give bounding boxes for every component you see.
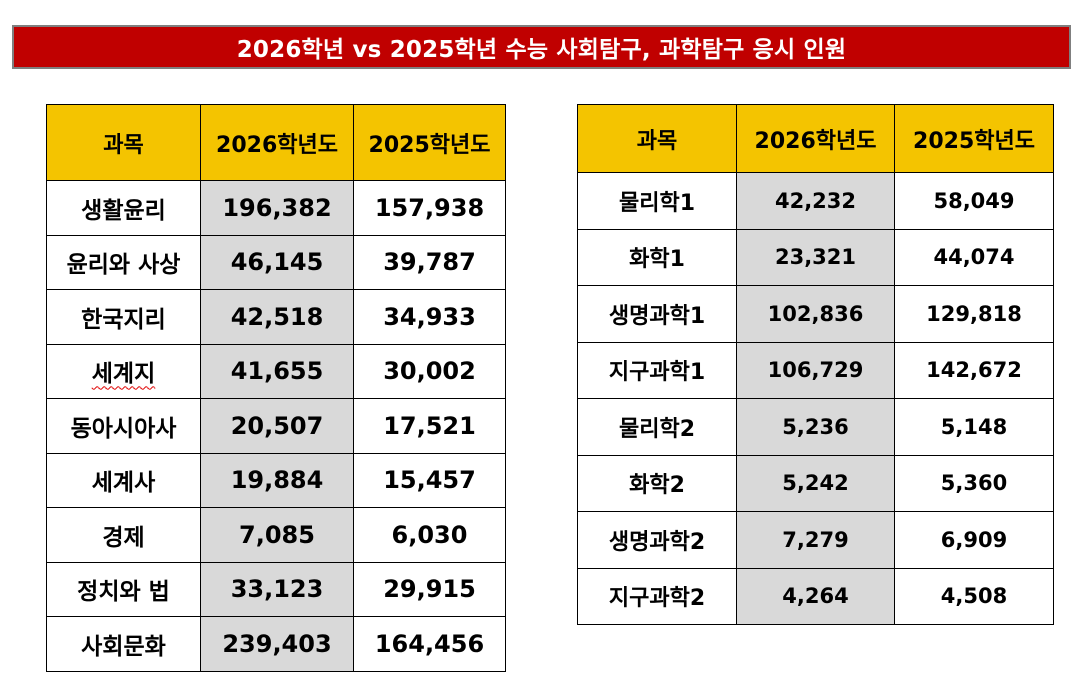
count-2025-cell: 4,508 [894, 567, 1054, 625]
header-2025: 2025학년도 [353, 104, 506, 181]
subject-cell: 정치와 법 [46, 561, 201, 617]
subject-cell: 생명과학2 [577, 511, 737, 569]
subject-cell: 생활윤리 [46, 180, 201, 236]
title-banner: 2026학년 vs 2025학년 수능 사회탐구, 과학탐구 응시 인원 [12, 25, 1071, 69]
table-row: 사회문화 239,403 164,456 [46, 616, 506, 672]
count-2026-cell: 106,729 [736, 341, 895, 399]
subject-cell: 화학1 [577, 228, 737, 286]
subject-cell: 물리학2 [577, 398, 737, 456]
subject-cell: 생명과학1 [577, 285, 737, 343]
count-2026-cell: 20,507 [200, 398, 354, 454]
table-row: 세계지 41,655 30,002 [46, 343, 506, 399]
table-row: 화학2 5,242 5,360 [577, 454, 1054, 512]
table-row: 지구과학2 4,264 4,508 [577, 567, 1054, 625]
subject-cell: 세계사 [46, 452, 201, 508]
count-2026-cell: 41,655 [200, 343, 354, 399]
count-2025-cell: 6,030 [353, 507, 506, 563]
header-2025: 2025학년도 [894, 104, 1054, 173]
table-row: 생명과학1 102,836 129,818 [577, 285, 1054, 343]
subject-cell: 물리학1 [577, 172, 737, 230]
subject-cell: 한국지리 [46, 289, 201, 345]
header-2026: 2026학년도 [736, 104, 895, 173]
count-2025-cell: 58,049 [894, 172, 1054, 230]
count-2025-cell: 142,672 [894, 341, 1054, 399]
subject-cell: 윤리와 사상 [46, 234, 201, 290]
count-2026-cell: 46,145 [200, 234, 354, 290]
count-2025-cell: 157,938 [353, 180, 506, 236]
header-subject: 과목 [46, 104, 201, 181]
count-2025-cell: 29,915 [353, 561, 506, 617]
count-2026-cell: 33,123 [200, 561, 354, 617]
subject-cell: 지구과학2 [577, 567, 737, 625]
count-2025-cell: 39,787 [353, 234, 506, 290]
count-2025-cell: 164,456 [353, 616, 506, 672]
table-row: 정치와 법 33,123 29,915 [46, 561, 506, 617]
count-2026-cell: 19,884 [200, 452, 354, 508]
header-2026: 2026학년도 [200, 104, 354, 181]
count-2025-cell: 5,148 [894, 398, 1054, 456]
count-2025-cell: 44,074 [894, 228, 1054, 286]
count-2025-cell: 30,002 [353, 343, 506, 399]
science-table: 과목 2026학년도 2025학년도 물리학1 42,232 58,049 화학… [577, 104, 1054, 625]
count-2026-cell: 23,321 [736, 228, 895, 286]
subject-cell: 세계지 [46, 343, 201, 399]
table-row: 윤리와 사상 46,145 39,787 [46, 234, 506, 290]
header-subject: 과목 [577, 104, 737, 173]
count-2026-cell: 5,242 [736, 454, 895, 512]
subject-cell: 사회문화 [46, 616, 201, 672]
page-title: 2026학년 vs 2025학년 수능 사회탐구, 과학탐구 응시 인원 [236, 37, 847, 63]
table-row: 물리학1 42,232 58,049 [577, 172, 1054, 230]
subject-cell: 동아시아사 [46, 398, 201, 454]
subject-cell: 화학2 [577, 454, 737, 512]
count-2026-cell: 102,836 [736, 285, 895, 343]
count-2025-cell: 129,818 [894, 285, 1054, 343]
table-header-row: 과목 2026학년도 2025학년도 [577, 104, 1054, 173]
subject-cell: 경제 [46, 507, 201, 563]
table-row: 생명과학2 7,279 6,909 [577, 511, 1054, 569]
count-2025-cell: 15,457 [353, 452, 506, 508]
count-2026-cell: 42,232 [736, 172, 895, 230]
subject-cell: 지구과학1 [577, 341, 737, 399]
count-2026-cell: 5,236 [736, 398, 895, 456]
table-row: 물리학2 5,236 5,148 [577, 398, 1054, 456]
count-2025-cell: 17,521 [353, 398, 506, 454]
table-row: 동아시아사 20,507 17,521 [46, 398, 506, 454]
count-2026-cell: 196,382 [200, 180, 354, 236]
count-2026-cell: 7,279 [736, 511, 895, 569]
table-row: 화학1 23,321 44,074 [577, 228, 1054, 286]
count-2026-cell: 42,518 [200, 289, 354, 345]
count-2026-cell: 239,403 [200, 616, 354, 672]
table-header-row: 과목 2026학년도 2025학년도 [46, 104, 506, 181]
table-row: 한국지리 42,518 34,933 [46, 289, 506, 345]
count-2026-cell: 4,264 [736, 567, 895, 625]
table-row: 세계사 19,884 15,457 [46, 452, 506, 508]
table-row: 경제 7,085 6,030 [46, 507, 506, 563]
table-row: 생활윤리 196,382 157,938 [46, 180, 506, 236]
count-2025-cell: 5,360 [894, 454, 1054, 512]
social-studies-table: 과목 2026학년도 2025학년도 생활윤리 196,382 157,938 … [46, 104, 506, 672]
subject-text-spellcheck: 세계지 [91, 361, 156, 388]
count-2025-cell: 6,909 [894, 511, 1054, 569]
count-2026-cell: 7,085 [200, 507, 354, 563]
table-row: 지구과학1 106,729 142,672 [577, 341, 1054, 399]
count-2025-cell: 34,933 [353, 289, 506, 345]
